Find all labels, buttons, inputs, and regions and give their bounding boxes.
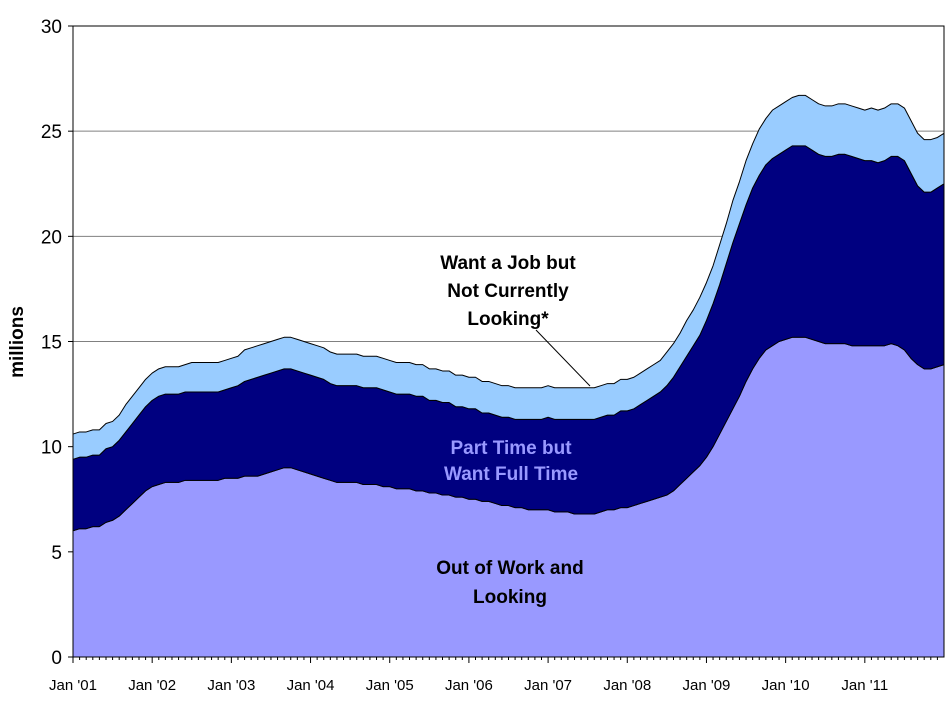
- y-tick-label: 5: [51, 543, 62, 564]
- series-label-1-line-2: Looking: [473, 587, 547, 608]
- x-tick-label: Jan '05: [366, 677, 414, 694]
- x-tick-label: Jan '09: [683, 677, 731, 694]
- series-labels: Out of Work and Looking Part Time but Want …: [436, 253, 583, 608]
- x-tick-label: Jan '11: [841, 677, 888, 694]
- x-tick-label: Jan '01: [49, 677, 97, 694]
- series-label-2-line-1: Part Time but: [450, 438, 572, 459]
- x-axis-ticks: Jan '01 Jan '02 Jan '03 Jan '04 Jan '05 Jan '…: [49, 657, 938, 694]
- y-tick-label: 30: [41, 17, 62, 38]
- y-axis-ticks: 0 5 10 15 20 25 30: [41, 17, 73, 669]
- x-tick-label: Jan '04: [287, 677, 335, 694]
- y-tick-label: 10: [41, 438, 62, 459]
- x-tick-label: Jan '08: [603, 677, 651, 694]
- series-label-3-line-3: Looking*: [467, 309, 549, 330]
- x-tick-label: Jan '10: [762, 677, 810, 694]
- annotation-leader-line: [535, 329, 591, 387]
- series-label-3-line-1: Want a Job but: [440, 253, 576, 274]
- x-tick-label: Jan '06: [445, 677, 493, 694]
- series-label-2-line-2: Want Full Time: [444, 464, 578, 485]
- y-tick-label: 20: [41, 227, 62, 248]
- y-tick-label: 15: [41, 333, 62, 354]
- x-tick-label: Jan '02: [128, 677, 176, 694]
- x-tick-label: Jan '07: [524, 677, 572, 694]
- series-label-1-line-1: Out of Work and: [436, 558, 583, 579]
- series-label-3-line-2: Not Currently: [447, 281, 569, 302]
- y-tick-label: 25: [41, 122, 62, 143]
- y-tick-label: 0: [51, 648, 62, 669]
- x-tick-label: Jan '03: [207, 677, 255, 694]
- y-axis-label: millions: [7, 306, 28, 378]
